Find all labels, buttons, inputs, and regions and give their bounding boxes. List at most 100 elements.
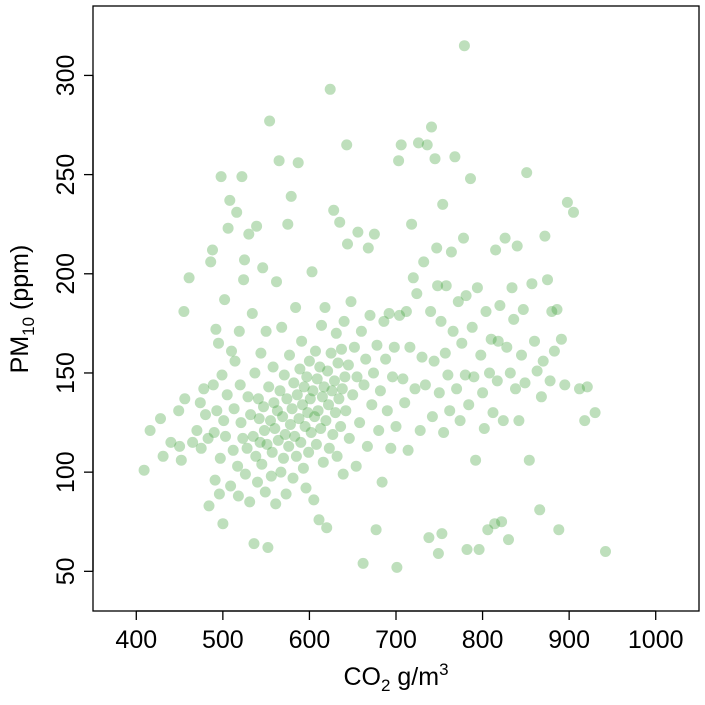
data-point [278,369,290,381]
data-point [312,405,324,417]
data-point [508,313,520,325]
data-point [458,40,470,52]
data-point [360,353,372,365]
data-point [243,228,255,240]
data-point [228,403,240,415]
data-point [327,429,339,440]
data-point [458,232,469,244]
data-point [340,405,352,417]
data-point [241,442,253,454]
data-point [165,436,177,448]
data-point [574,383,585,395]
data-point [258,401,269,413]
data-point [426,411,438,423]
data-point [447,325,459,337]
data-point [220,430,231,442]
data-point [213,337,224,349]
data-point [482,524,494,536]
data-point [271,276,282,288]
data-point [539,230,551,242]
data-point [203,500,215,512]
data-point [393,155,405,167]
data-point [211,405,223,417]
data-point [407,272,419,284]
x-tick-label: 900 [548,626,590,654]
data-point [236,171,248,183]
data-point [489,518,501,530]
data-point [342,238,353,250]
data-point [341,139,353,151]
data-point [343,432,355,444]
data-point [191,425,203,436]
data-point [371,339,383,351]
data-point [310,438,322,450]
y-tick-label: 100 [52,451,80,493]
data-point [388,341,400,353]
data-point [463,399,475,411]
data-point [329,375,340,387]
data-point [207,379,219,391]
data-point [366,399,378,411]
data-point [409,383,421,395]
data-point [247,430,259,442]
data-point [214,452,226,464]
data-point [546,306,558,317]
data-point [358,379,370,391]
data-point [321,522,333,534]
data-point [456,337,468,349]
data-point [421,139,433,151]
x-axis-title: CO2 g/m3 [343,660,448,695]
data-point [284,419,296,430]
data-point [581,381,593,393]
data-point [307,385,319,397]
y-axis: 50 100 150 200 250 300 [52,55,94,585]
data-point [323,442,335,454]
data-point [245,409,257,421]
points-layer [138,40,611,573]
data-point [318,381,330,393]
data-point [310,345,321,357]
y-tick-label: 150 [52,352,80,394]
data-point [559,379,571,391]
data-point [257,262,269,274]
data-point [234,379,246,391]
data-point [317,456,329,468]
data-point [332,357,344,369]
data-point [288,377,300,389]
data-point [194,397,206,409]
x-tick-label: 500 [202,626,244,654]
data-point [281,393,293,405]
data-point [466,321,478,333]
data-point [272,434,284,446]
data-point [209,474,221,486]
data-point [551,304,563,315]
data-point [255,347,267,359]
data-point [283,440,295,452]
data-point [354,417,366,429]
data-point [362,242,374,254]
data-point [426,121,437,133]
data-point [237,432,249,444]
data-point [216,369,228,381]
data-point [308,494,320,506]
data-point [329,407,341,419]
data-point [262,542,274,553]
x-tick-label: 800 [462,626,504,654]
data-point [298,381,310,393]
data-point [315,423,327,434]
data-point [284,349,295,361]
data-point [287,472,299,484]
data-point [339,371,351,383]
data-point [361,440,373,452]
data-point [433,387,445,399]
x-tick-label: 600 [289,626,331,654]
data-point [331,450,343,462]
data-point [442,369,454,381]
data-point [459,369,471,381]
data-point [195,442,207,454]
data-point [291,389,303,401]
data-point [445,246,457,258]
data-point [297,399,308,411]
data-point [503,534,514,546]
data-point [477,387,489,399]
